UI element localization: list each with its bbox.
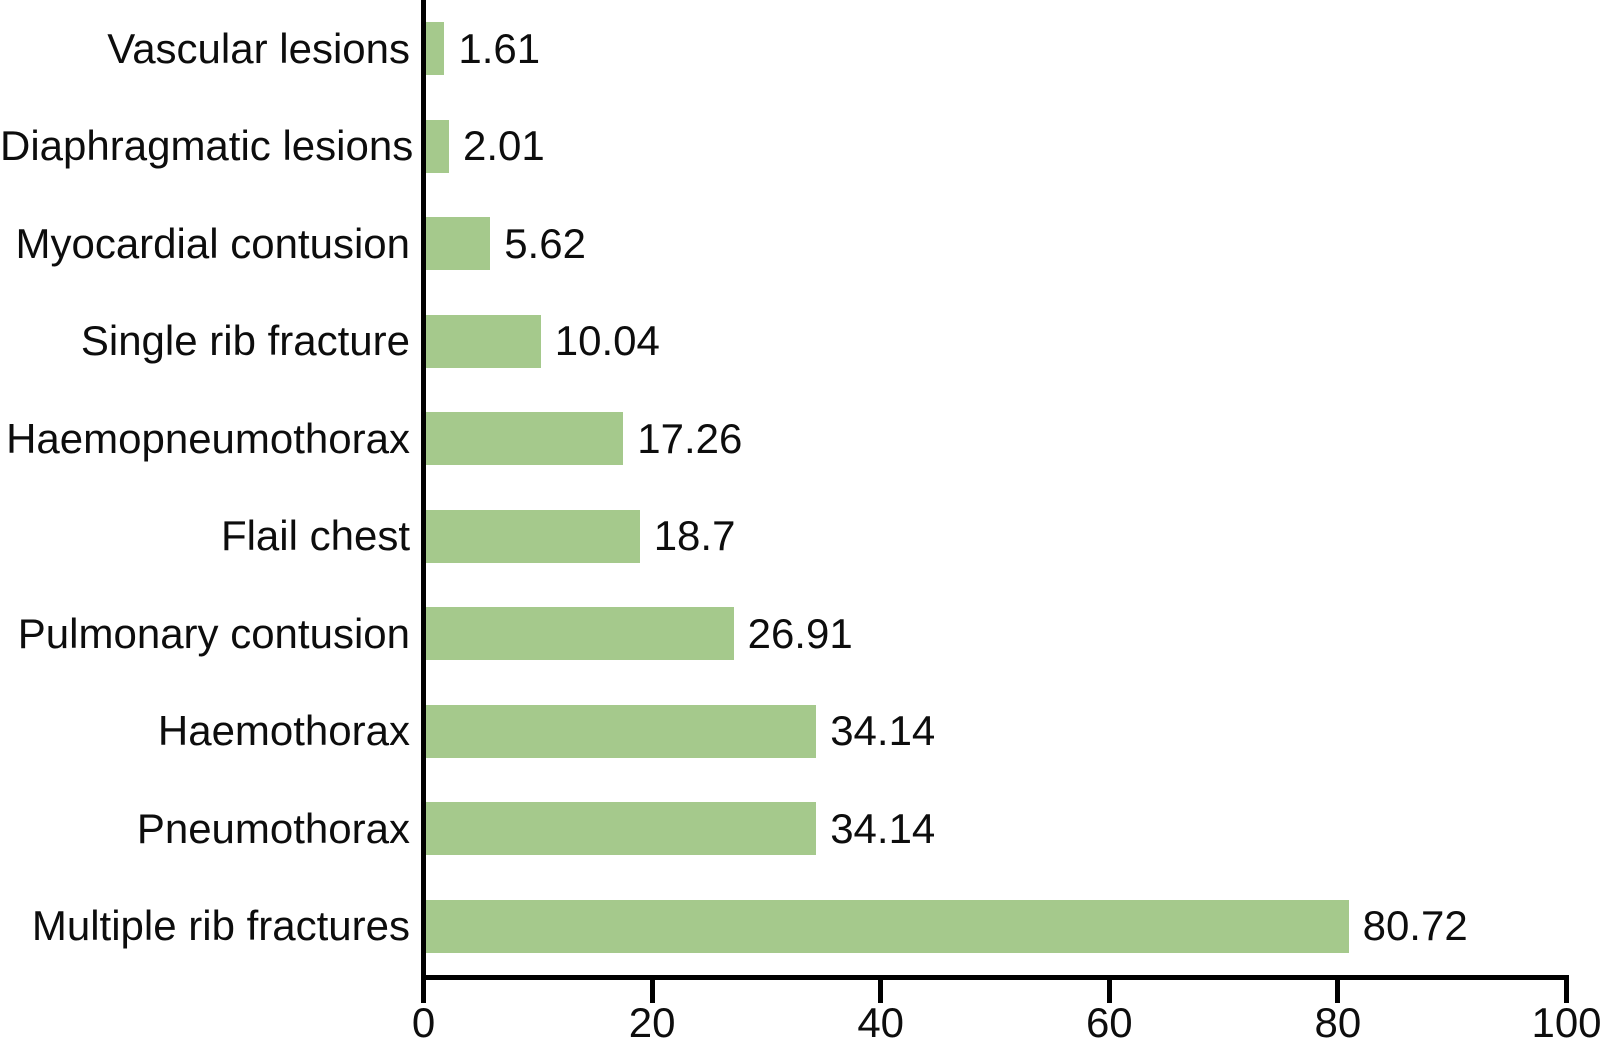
category-label: Pneumothorax <box>136 804 410 852</box>
bar <box>426 509 640 563</box>
value-label: 10.04 <box>554 317 660 365</box>
x-tick-label: 0 <box>411 999 436 1046</box>
category-label: Flail chest <box>220 512 410 560</box>
category-label: Haemothorax <box>157 707 410 755</box>
chart-row: Single rib fracture 10.04 <box>0 293 1603 391</box>
chart-row: Flail chest 18.7 <box>0 488 1603 586</box>
x-tick-label: 40 <box>857 999 905 1046</box>
chart-row: Myocardial contusion 5.62 <box>0 195 1603 293</box>
category-label: Multiple rib fractures <box>31 902 410 950</box>
x-tick-label: 80 <box>1314 999 1362 1046</box>
value-label: 34.14 <box>830 707 936 755</box>
bar <box>426 802 817 856</box>
bar <box>426 217 491 271</box>
chart-row: Vascular lesions 1.61 <box>0 0 1603 98</box>
x-tick <box>1335 980 1341 1003</box>
value-label: 26.91 <box>747 609 853 657</box>
x-tick <box>421 980 426 1003</box>
category-label: Myocardial contusion <box>15 219 410 267</box>
value-label: 1.61 <box>458 24 541 72</box>
chart-row: Diaphragmatic lesions 2.01 <box>0 98 1603 196</box>
value-label: 5.62 <box>504 219 586 267</box>
x-tick <box>878 980 884 1003</box>
x-tick <box>649 980 655 1003</box>
x-tick <box>1564 980 1569 1003</box>
value-label: 34.14 <box>830 804 936 852</box>
value-label: 2.01 <box>463 122 545 170</box>
category-label: Haemopneumothorax <box>6 414 410 462</box>
y-axis-line <box>421 0 426 980</box>
chart-row: Pneumothorax 34.14 <box>0 780 1603 878</box>
bar <box>426 607 734 661</box>
bar <box>426 22 445 76</box>
bar <box>426 412 624 466</box>
x-tick <box>1106 980 1112 1003</box>
chart-row: Haemothorax 34.14 <box>0 683 1603 781</box>
x-axis-line <box>421 975 1569 980</box>
category-label: Pulmonary contusion <box>17 609 410 657</box>
chart-row: Haemopneumothorax 17.26 <box>0 390 1603 488</box>
bar <box>426 899 1349 953</box>
value-label: 17.26 <box>637 414 743 462</box>
bar <box>426 314 541 368</box>
chart-row: Pulmonary contusion 26.91 <box>0 585 1603 683</box>
bar <box>426 704 817 758</box>
category-label: Vascular lesions <box>107 24 410 72</box>
bar <box>426 119 449 173</box>
x-tick-label: 100 <box>1531 999 1602 1046</box>
category-label: Single rib fracture <box>80 317 410 365</box>
category-label: Diaphragmatic lesions <box>0 122 414 170</box>
x-tick-label: 60 <box>1085 999 1133 1046</box>
x-tick-label: 20 <box>628 999 676 1046</box>
chart-row: Multiple rib fractures 80.72 <box>0 878 1603 976</box>
value-label: 18.7 <box>653 512 736 560</box>
bar-rows: Vascular lesions 1.61 Diaphragmatic lesion… <box>0 0 1603 976</box>
value-label: 80.72 <box>1362 902 1468 950</box>
